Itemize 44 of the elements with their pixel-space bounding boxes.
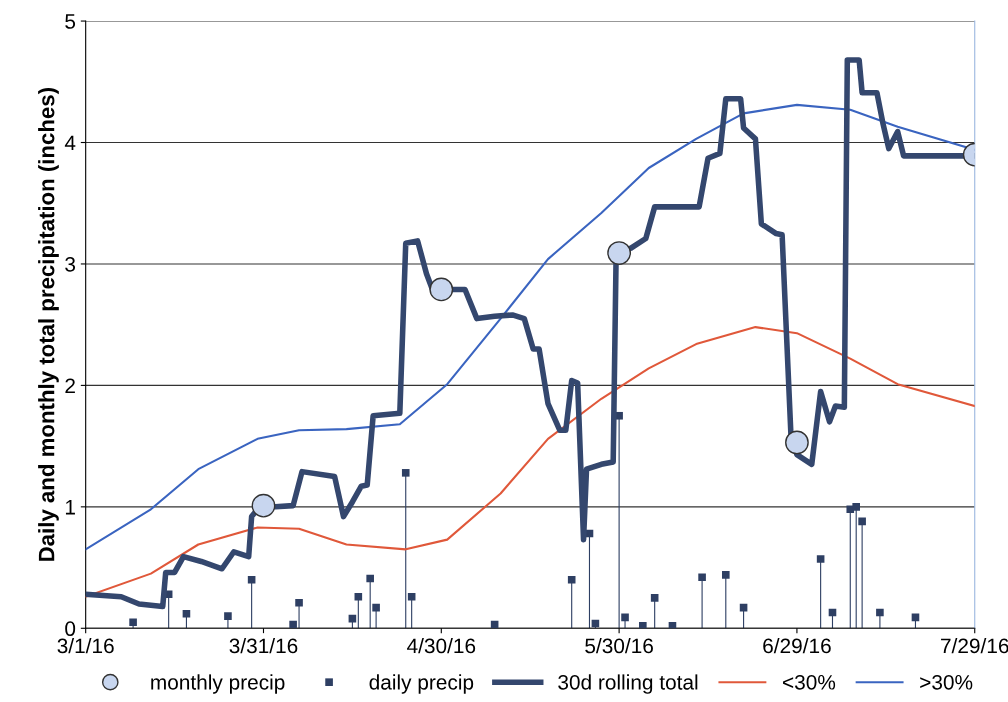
point xyxy=(816,555,825,563)
point xyxy=(401,469,410,477)
x-tick-label: 4/30/16 xyxy=(407,638,476,654)
y-axis-title: Daily and monthly total precipitation (inches) xyxy=(38,88,59,561)
point xyxy=(785,430,809,455)
point xyxy=(224,612,232,620)
point xyxy=(607,241,632,265)
legend-label: 30d rolling total xyxy=(558,674,698,694)
legend-label: daily precip xyxy=(369,674,474,694)
x-tick-label: 7/29/16 xyxy=(941,638,1008,654)
point xyxy=(372,603,380,612)
y-tick-label: 1 xyxy=(65,500,75,515)
point xyxy=(876,608,884,617)
point xyxy=(354,592,363,601)
point xyxy=(650,594,659,602)
point xyxy=(247,575,256,584)
legend-label: monthly precip xyxy=(151,674,285,694)
point xyxy=(295,598,303,607)
y-tick-label: 5 xyxy=(65,14,76,29)
point xyxy=(567,575,576,584)
x-tick-label: 6/29/16 xyxy=(763,638,831,654)
legend-label: <30% xyxy=(783,674,836,690)
point xyxy=(621,613,629,622)
point xyxy=(251,493,276,518)
y-tick-label: 4 xyxy=(64,135,76,151)
point xyxy=(852,503,860,511)
point xyxy=(722,571,730,579)
point xyxy=(698,573,706,582)
y-tick-label: 3 xyxy=(65,256,76,272)
point xyxy=(366,574,374,583)
point xyxy=(858,517,866,526)
x-tick-label: 3/1/16 xyxy=(57,638,114,654)
point xyxy=(289,620,297,629)
y-tick-label: 0 xyxy=(65,621,76,637)
point xyxy=(668,622,677,629)
x-tick-label: 5/30/16 xyxy=(585,638,653,654)
x-tick-label: 3/31/16 xyxy=(229,638,298,654)
point xyxy=(407,592,416,601)
point xyxy=(182,609,191,618)
point xyxy=(429,277,454,302)
y-tick-label: 2 xyxy=(65,378,75,393)
line-series xyxy=(85,326,975,598)
legend-label: >30% xyxy=(920,674,973,690)
point xyxy=(490,620,499,629)
